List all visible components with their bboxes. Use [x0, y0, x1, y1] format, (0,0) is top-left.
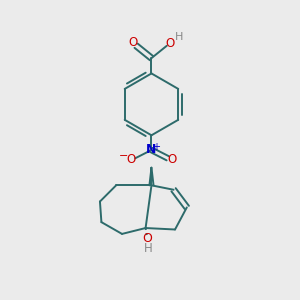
Text: H: H — [144, 242, 153, 254]
Text: N: N — [146, 143, 157, 157]
Text: O: O — [142, 232, 152, 245]
Text: H: H — [175, 32, 183, 42]
Text: +: + — [152, 142, 160, 152]
Text: O: O — [167, 153, 177, 166]
Text: O: O — [126, 153, 136, 166]
Text: O: O — [165, 37, 174, 50]
Text: O: O — [129, 36, 138, 49]
Text: −: − — [119, 151, 128, 161]
